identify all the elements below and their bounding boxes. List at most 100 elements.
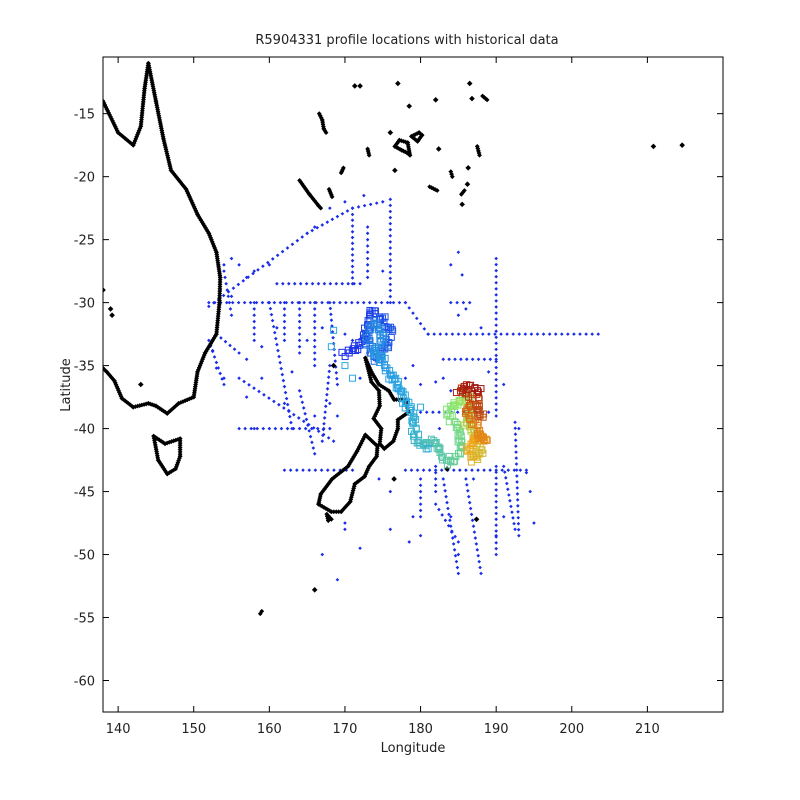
coastline-point	[146, 62, 152, 68]
historical-point	[306, 423, 310, 427]
historical-point	[433, 489, 438, 494]
historical-point	[365, 225, 370, 229]
historical-point	[365, 269, 370, 273]
historical-point	[328, 401, 332, 406]
historical-point	[433, 477, 438, 481]
track-point	[410, 432, 418, 440]
coastline-point	[215, 258, 221, 264]
historical-point	[325, 468, 330, 472]
coastline-point	[435, 146, 442, 152]
coastline-point	[329, 194, 335, 200]
historical-point	[322, 281, 327, 286]
historical-point	[266, 260, 270, 265]
historical-point	[282, 300, 287, 305]
historical-point	[254, 300, 259, 305]
historical-point	[322, 421, 326, 426]
coastline-point	[142, 83, 148, 89]
historical-point	[433, 468, 438, 472]
historical-point	[502, 470, 507, 474]
coastline-point	[330, 362, 337, 369]
coastline-point	[156, 459, 162, 465]
historical-point	[344, 300, 348, 305]
historical-point	[524, 470, 529, 475]
historical-point	[290, 300, 295, 305]
coastline-point	[207, 233, 213, 238]
historical-point	[225, 288, 230, 292]
historical-point	[297, 388, 302, 393]
coastline-point	[477, 152, 482, 158]
coastline-point	[679, 142, 685, 148]
historical-point	[290, 242, 295, 247]
historical-point	[365, 250, 370, 255]
historical-point	[388, 270, 393, 275]
coastline-point	[341, 165, 346, 171]
historical-point	[242, 379, 246, 384]
historical-point	[442, 483, 446, 487]
historical-point	[229, 294, 234, 299]
historical-point	[451, 542, 456, 546]
coastline-point	[323, 130, 329, 135]
coastline-point	[302, 184, 307, 190]
track-point	[327, 343, 335, 351]
historical-point	[388, 288, 393, 293]
track-point	[439, 456, 447, 464]
historical-point	[477, 559, 481, 564]
historical-point	[494, 540, 498, 545]
coastline-point	[168, 408, 173, 413]
coastline-point	[386, 388, 392, 394]
coastline-point	[153, 446, 159, 452]
historical-point	[494, 517, 498, 522]
historical-point	[494, 357, 498, 362]
historical-point	[304, 281, 309, 286]
historical-point	[312, 357, 317, 362]
coastline-point	[109, 312, 115, 319]
historical-point	[475, 548, 480, 552]
historical-point	[578, 332, 582, 336]
coastline-point	[153, 100, 159, 106]
historical-point	[316, 281, 321, 286]
coastline-point	[203, 348, 209, 354]
coastline-point	[318, 205, 324, 211]
historical-point	[452, 468, 456, 472]
historical-point	[494, 287, 498, 291]
historical-point	[328, 206, 332, 210]
historical-point	[297, 426, 302, 431]
coastline-point	[318, 491, 324, 497]
historical-point	[311, 426, 316, 430]
historical-point	[326, 436, 331, 440]
historical-point	[446, 506, 450, 511]
y-tick-label: -30	[74, 297, 95, 312]
historical-point	[279, 366, 284, 371]
historical-point	[328, 306, 333, 311]
coastline-point	[122, 398, 128, 404]
historical-point	[388, 276, 393, 281]
coastline-point	[161, 408, 166, 414]
historical-point	[277, 402, 281, 407]
historical-point	[259, 376, 264, 381]
historical-point	[453, 357, 457, 362]
historical-point	[447, 357, 451, 362]
coastline-point	[153, 98, 159, 104]
historical-point	[275, 342, 279, 347]
historical-point	[494, 533, 498, 538]
coastline-point	[402, 149, 408, 155]
historical-point	[331, 439, 336, 443]
coastline-point	[348, 458, 354, 464]
historical-point	[295, 238, 300, 243]
coastline-point	[192, 206, 198, 212]
coastline-point	[319, 117, 325, 123]
historical-point	[316, 429, 321, 434]
historical-point	[226, 289, 231, 294]
historical-point	[501, 464, 506, 469]
historical-point	[494, 365, 498, 370]
historical-point	[255, 426, 260, 431]
historical-point	[307, 468, 312, 472]
coastline-point	[164, 149, 169, 154]
coastline-point	[193, 208, 199, 213]
historical-point	[388, 215, 393, 220]
historical-point	[418, 410, 423, 415]
coastline-point	[316, 111, 322, 117]
coastline-point	[107, 306, 114, 312]
historical-point	[494, 323, 498, 327]
x-tick-label: 150	[181, 722, 206, 737]
